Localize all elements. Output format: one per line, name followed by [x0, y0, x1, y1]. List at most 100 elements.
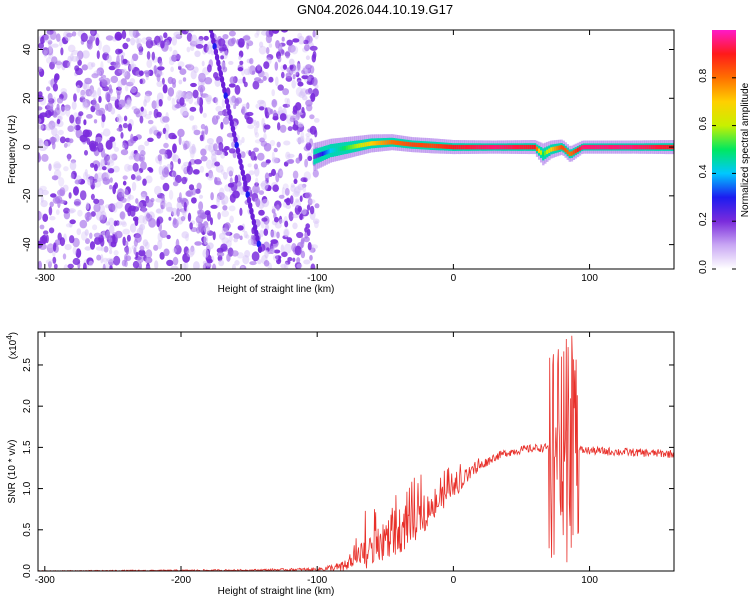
noise-speck [130, 86, 137, 94]
noise-speck [302, 95, 308, 101]
noise-speck [146, 51, 151, 60]
x-axis-label: Height of straight line (km) [218, 284, 335, 295]
noise-speck [259, 41, 264, 48]
noise-speck [140, 161, 147, 171]
noise-speck [272, 156, 279, 164]
noise-speck [66, 32, 73, 38]
noise-speck [274, 216, 279, 223]
noise-speck [39, 96, 47, 106]
noise-speck [227, 38, 235, 47]
noise-speck [159, 148, 167, 155]
noise-speck [292, 257, 296, 262]
noise-speck [63, 207, 70, 214]
track-core [613, 144, 616, 150]
scale-label: (x104) [5, 332, 19, 359]
y-tick-label: 0 [22, 144, 33, 150]
noise-speck [272, 254, 279, 261]
noise-speck [163, 166, 169, 175]
noise-speck [116, 115, 123, 123]
noise-speck [120, 132, 124, 139]
track-core [603, 144, 606, 150]
noise-speck [268, 172, 273, 177]
noise-speck [109, 96, 118, 102]
noise-speck [208, 169, 214, 179]
noise-speck [139, 223, 146, 231]
streak-point [233, 136, 238, 144]
streak-point [239, 163, 244, 171]
noise-speck [297, 183, 305, 191]
noise-speck [67, 44, 76, 53]
noise-speck [145, 249, 153, 259]
noise-speck [177, 61, 185, 68]
noise-speck [254, 32, 259, 38]
noise-speck [194, 159, 202, 165]
noise-speck [222, 34, 229, 40]
noise-speck [166, 36, 172, 43]
noise-speck [221, 237, 230, 244]
noise-speck [190, 245, 195, 253]
noise-speck [240, 190, 246, 196]
noise-speck [84, 77, 92, 85]
track-core [370, 141, 373, 146]
noise-speck [195, 188, 201, 194]
noise-speck [198, 72, 206, 83]
noise-speck [93, 119, 98, 124]
noise-speck [84, 246, 92, 251]
noise-speck [172, 143, 177, 154]
noise-speck [232, 190, 240, 199]
noise-speck [246, 102, 250, 110]
noise-speck [59, 187, 66, 197]
track-core [437, 144, 441, 149]
noise-speck [96, 177, 102, 182]
noise-speck [196, 182, 202, 191]
noise-speck [309, 45, 318, 51]
noise-speck [247, 66, 251, 76]
noise-speck [128, 194, 135, 200]
x-tick-label: -200 [171, 273, 191, 284]
track-core [662, 144, 665, 150]
track-core [358, 143, 361, 148]
noise-speck [137, 255, 144, 263]
noise-speck [96, 50, 100, 60]
noise-speck [252, 184, 260, 194]
noise-speck [163, 248, 170, 257]
noise-speck [188, 184, 195, 191]
noise-speck [76, 228, 82, 236]
track-core [501, 144, 504, 150]
streak-point [227, 108, 232, 116]
noise-speck [108, 84, 113, 92]
noise-speck [292, 109, 298, 115]
noise-speck [146, 59, 153, 68]
noise-speck [111, 141, 117, 149]
noise-speck [312, 78, 318, 86]
noise-speck [167, 95, 172, 101]
noise-speck [165, 130, 169, 141]
noise-speck [271, 30, 280, 34]
noise-speck [61, 104, 65, 112]
noise-speck [253, 163, 258, 170]
noise-speck [157, 239, 163, 250]
noise-speck [238, 55, 242, 60]
track-core [597, 144, 600, 150]
track-core [366, 141, 369, 147]
noise-speck [39, 112, 48, 118]
noise-speck [262, 76, 267, 81]
noise-speck [141, 206, 147, 213]
noise-speck [297, 122, 304, 128]
y-tick-label: 2.0 [22, 399, 33, 413]
track-core [568, 151, 571, 156]
noise-speck [296, 231, 304, 239]
track-core [348, 145, 351, 150]
noise-speck [138, 249, 146, 257]
noise-speck [214, 161, 221, 167]
streak-point [252, 224, 258, 231]
noise-speck [38, 188, 44, 197]
noise-speck [257, 99, 265, 105]
noise-speck [112, 234, 116, 244]
track-core [533, 144, 537, 150]
track-core [429, 143, 433, 148]
noise-speck [263, 133, 267, 141]
noise-speck [293, 178, 298, 184]
x-tick-label: 100 [581, 575, 598, 586]
y-tick-label: -20 [22, 188, 33, 203]
